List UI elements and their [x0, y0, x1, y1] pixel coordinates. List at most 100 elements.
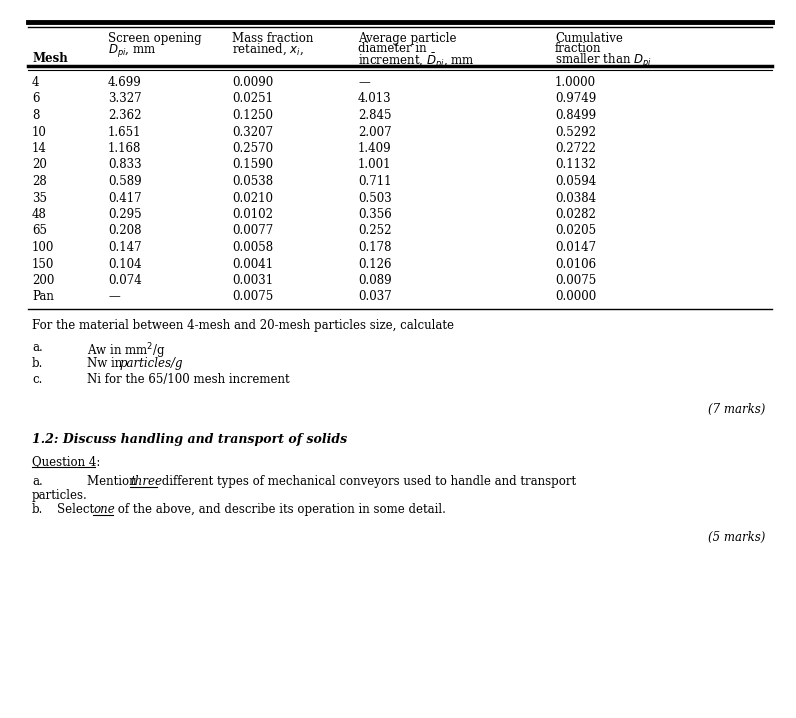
Text: 2.845: 2.845 — [358, 109, 392, 122]
Text: 0.0594: 0.0594 — [555, 175, 596, 188]
Text: 0.208: 0.208 — [108, 225, 142, 238]
Text: 0.037: 0.037 — [358, 291, 392, 304]
Text: Mesh: Mesh — [32, 52, 68, 65]
Text: diameter in: diameter in — [358, 42, 427, 55]
Text: particles.: particles. — [32, 489, 88, 502]
Text: Nw in: Nw in — [87, 357, 126, 370]
Text: 0.178: 0.178 — [358, 241, 392, 254]
Text: 1.651: 1.651 — [108, 126, 142, 139]
Text: 0.9749: 0.9749 — [555, 93, 596, 106]
Text: 3.327: 3.327 — [108, 93, 142, 106]
Text: fraction: fraction — [555, 42, 602, 55]
Text: Cumulative: Cumulative — [555, 32, 623, 45]
Text: one: one — [93, 503, 115, 516]
Text: retained, $x_{i}$,: retained, $x_{i}$, — [232, 42, 304, 57]
Text: 0.126: 0.126 — [358, 258, 392, 271]
Text: 20: 20 — [32, 159, 47, 172]
Text: Question 4:: Question 4: — [32, 455, 100, 468]
Text: Screen opening: Screen opening — [108, 32, 201, 45]
Text: 2.007: 2.007 — [358, 126, 392, 139]
Text: of the above, and describe its operation in some detail.: of the above, and describe its operation… — [114, 503, 446, 516]
Text: 0.0147: 0.0147 — [555, 241, 596, 254]
Text: Ni for the 65/100 mesh increment: Ni for the 65/100 mesh increment — [87, 373, 290, 386]
Text: 4.013: 4.013 — [358, 93, 392, 106]
Text: 1.409: 1.409 — [358, 142, 392, 155]
Text: —: — — [108, 291, 119, 304]
Text: 0.0384: 0.0384 — [555, 192, 596, 205]
Text: 0.252: 0.252 — [358, 225, 392, 238]
Text: 0.5292: 0.5292 — [555, 126, 596, 139]
Text: 0.295: 0.295 — [108, 208, 142, 221]
Text: (5 marks): (5 marks) — [708, 531, 765, 544]
Text: 0.104: 0.104 — [108, 258, 142, 271]
Text: (7 marks): (7 marks) — [708, 403, 765, 416]
Text: 0.3207: 0.3207 — [232, 126, 273, 139]
Text: b.: b. — [32, 503, 43, 516]
Text: 14: 14 — [32, 142, 47, 155]
Text: 0.0251: 0.0251 — [232, 93, 273, 106]
Text: 0.0075: 0.0075 — [232, 291, 273, 304]
Text: 0.0041: 0.0041 — [232, 258, 273, 271]
Text: 48: 48 — [32, 208, 47, 221]
Text: 0.1250: 0.1250 — [232, 109, 273, 122]
Text: 0.0210: 0.0210 — [232, 192, 273, 205]
Text: a.: a. — [32, 341, 43, 354]
Text: 0.503: 0.503 — [358, 192, 392, 205]
Text: 0.074: 0.074 — [108, 274, 142, 287]
Text: 100: 100 — [32, 241, 54, 254]
Text: 0.0031: 0.0031 — [232, 274, 273, 287]
Text: c.: c. — [32, 373, 42, 386]
Text: 200: 200 — [32, 274, 54, 287]
Text: Select: Select — [57, 503, 98, 516]
Text: 0.1590: 0.1590 — [232, 159, 273, 172]
Text: $D_{pi}$, mm: $D_{pi}$, mm — [108, 42, 156, 59]
Text: 0.0058: 0.0058 — [232, 241, 273, 254]
Text: 10: 10 — [32, 126, 47, 139]
Text: different types of mechanical conveyors used to handle and transport: different types of mechanical conveyors … — [158, 475, 576, 488]
Text: 0.0205: 0.0205 — [555, 225, 596, 238]
Text: 0.0090: 0.0090 — [232, 76, 273, 89]
Text: 0.589: 0.589 — [108, 175, 142, 188]
Text: 0.2570: 0.2570 — [232, 142, 273, 155]
Text: 0.0000: 0.0000 — [555, 291, 596, 304]
Text: 0.417: 0.417 — [108, 192, 142, 205]
Text: 0.0282: 0.0282 — [555, 208, 596, 221]
Text: 0.8499: 0.8499 — [555, 109, 596, 122]
Text: 1.0000: 1.0000 — [555, 76, 596, 89]
Text: 35: 35 — [32, 192, 47, 205]
Text: 4.699: 4.699 — [108, 76, 142, 89]
Text: 0.0077: 0.0077 — [232, 225, 273, 238]
Text: For the material between 4-mesh and 20-mesh particles size, calculate: For the material between 4-mesh and 20-m… — [32, 319, 454, 332]
Text: 4: 4 — [32, 76, 40, 89]
Text: 65: 65 — [32, 225, 47, 238]
Text: 0.0106: 0.0106 — [555, 258, 596, 271]
Text: increment, $\bar{D}_{pi}$, mm: increment, $\bar{D}_{pi}$, mm — [358, 52, 474, 71]
Text: 1.168: 1.168 — [108, 142, 142, 155]
Text: 0.0102: 0.0102 — [232, 208, 273, 221]
Text: 28: 28 — [32, 175, 47, 188]
Text: 0.833: 0.833 — [108, 159, 142, 172]
Text: b.: b. — [32, 357, 43, 370]
Text: smaller than $D_{pi}$: smaller than $D_{pi}$ — [555, 52, 652, 70]
Text: 0.1132: 0.1132 — [555, 159, 596, 172]
Text: 0.0538: 0.0538 — [232, 175, 273, 188]
Text: Mass fraction: Mass fraction — [232, 32, 314, 45]
Text: particles/g: particles/g — [120, 357, 184, 370]
Text: 2.362: 2.362 — [108, 109, 142, 122]
Text: 1.2: Discuss handling and transport of solids: 1.2: Discuss handling and transport of s… — [32, 433, 347, 446]
Text: a.: a. — [32, 475, 43, 488]
Text: Aw in mm$^2$/g: Aw in mm$^2$/g — [87, 341, 166, 360]
Text: Average particle: Average particle — [358, 32, 456, 45]
Text: Mention: Mention — [87, 475, 140, 488]
Text: 0.356: 0.356 — [358, 208, 392, 221]
Text: 0.0075: 0.0075 — [555, 274, 596, 287]
Text: Pan: Pan — [32, 291, 54, 304]
Text: 8: 8 — [32, 109, 39, 122]
Text: 0.2722: 0.2722 — [555, 142, 596, 155]
Text: 0.147: 0.147 — [108, 241, 142, 254]
Text: 0.089: 0.089 — [358, 274, 392, 287]
Text: 1.001: 1.001 — [358, 159, 392, 172]
Text: three: three — [130, 475, 162, 488]
Text: 150: 150 — [32, 258, 54, 271]
Text: 0.711: 0.711 — [358, 175, 392, 188]
